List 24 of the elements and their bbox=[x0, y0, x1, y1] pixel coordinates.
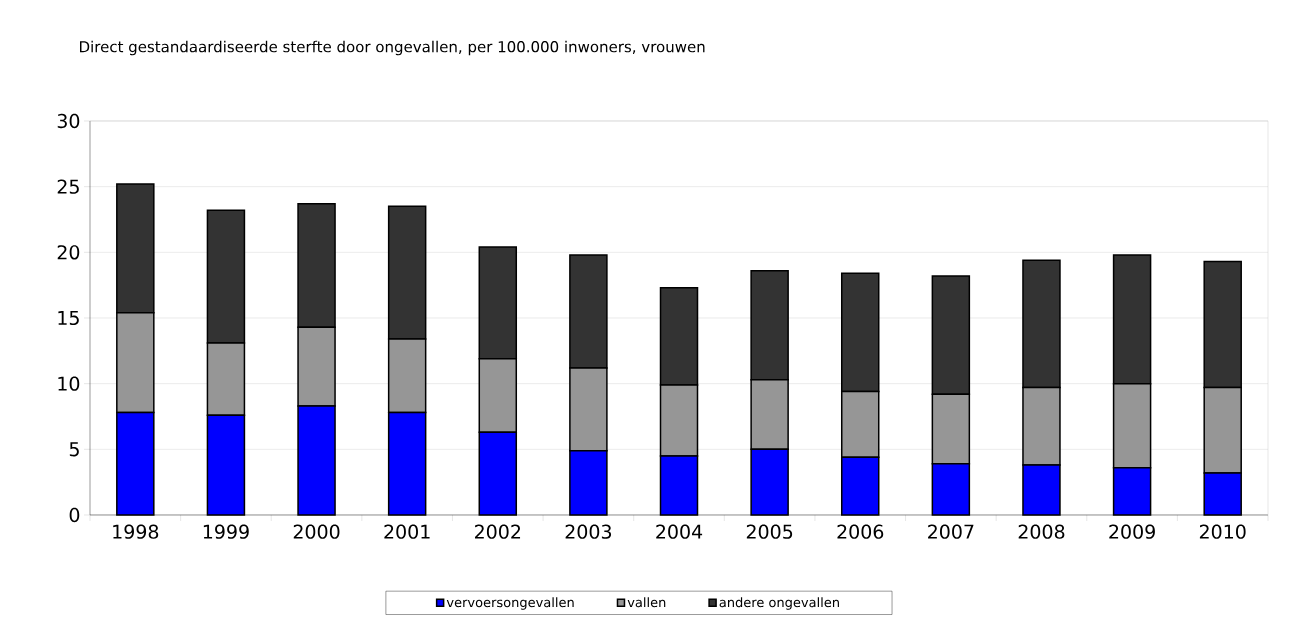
x-tick-label: 1998 bbox=[113, 524, 159, 539]
legend-label: vallen bbox=[627, 597, 666, 608]
y-tick-label: 0 bbox=[69, 507, 80, 523]
x-tick-label: 2010 bbox=[1199, 524, 1246, 539]
x-tick-label: 2002 bbox=[474, 524, 521, 539]
x-tick-label: 2001 bbox=[384, 524, 430, 539]
x-tick-label: 2004 bbox=[656, 524, 703, 539]
y-tick-label: 25 bbox=[57, 179, 79, 194]
legend-label: vervoersongevallen bbox=[446, 597, 574, 610]
x-tick-label: 2003 bbox=[565, 524, 612, 539]
y-tick-label: 20 bbox=[57, 245, 80, 260]
x-tick-label: 2009 bbox=[1109, 524, 1155, 539]
x-tick-label: 2008 bbox=[1018, 524, 1065, 539]
y-tick-label: 30 bbox=[57, 113, 80, 129]
y-tick-label: 5 bbox=[69, 442, 79, 457]
y-tick-label: 15 bbox=[58, 310, 79, 326]
x-tick-label: 2006 bbox=[837, 524, 884, 539]
legend-label: andere ongevallen bbox=[719, 597, 839, 610]
x-tick-label: 2007 bbox=[928, 524, 974, 539]
chart-title: Direct gestandaardiseerde sterfte door ongevallen, per 100.000 inwoners, vrouwen bbox=[80, 40, 705, 56]
x-tick-label: 2000 bbox=[293, 524, 340, 539]
x-tick-label: 1999 bbox=[203, 524, 249, 539]
x-tick-label: 2005 bbox=[746, 524, 793, 539]
y-tick-label: 10 bbox=[58, 376, 80, 391]
